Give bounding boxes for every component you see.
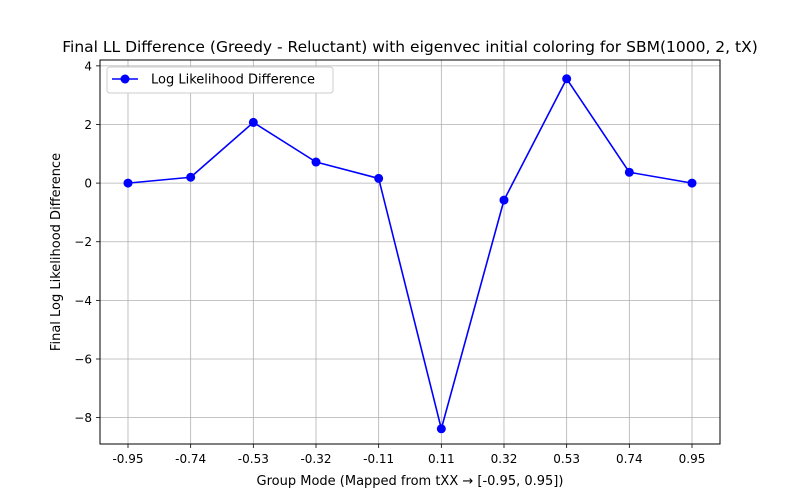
y-tick-label: −8 (74, 411, 92, 425)
data-point (186, 172, 196, 182)
series-line (127, 77, 693, 430)
y-tick-label: −4 (74, 294, 92, 308)
y-tick-label: 4 (84, 59, 92, 73)
x-tick-label: 0.11 (428, 452, 455, 466)
x-tick-label: 0.53 (553, 452, 580, 466)
y-tick-label: −2 (74, 235, 92, 249)
x-tick-label: -0.32 (300, 452, 331, 466)
x-axis-label: Group Mode (Mapped from tXX → [-0.95, 0.… (257, 474, 564, 489)
series-layer (123, 74, 697, 434)
data-point (436, 424, 446, 434)
y-tick-label: 0 (84, 177, 92, 191)
data-point (562, 74, 572, 84)
data-point (374, 173, 384, 183)
x-tick-label: 0.32 (491, 452, 518, 466)
data-point (499, 195, 509, 205)
data-point (687, 178, 697, 188)
data-point (624, 167, 634, 177)
legend: Log Likelihood Difference (106, 66, 334, 94)
x-tick-label: -0.74 (175, 452, 206, 466)
legend-marker-swatch (120, 74, 130, 84)
data-point (311, 157, 321, 167)
y-axis-label: Final Log Likelihood Difference (49, 153, 64, 351)
plot-area-frame (99, 59, 721, 445)
x-tick-label: 0.95 (679, 452, 706, 466)
y-tick-label: 2 (84, 118, 92, 132)
legend-label: Log Likelihood Difference (151, 73, 315, 88)
data-point (123, 178, 133, 188)
chart-title: Final LL Difference (Greedy - Reluctant)… (62, 38, 758, 56)
axis-ticks: -0.95 -0.74 -0.53 -0.32 -0.11 0.11 0.32 0.53 0.7… (74, 59, 705, 466)
x-tick-label: -0.11 (363, 452, 394, 466)
x-tick-label: -0.53 (238, 452, 269, 466)
x-tick-label: -0.95 (112, 452, 143, 466)
grid-lines (100, 60, 720, 444)
legend-box (106, 66, 334, 94)
x-tick-label: 0.74 (616, 452, 643, 466)
data-point (248, 117, 258, 127)
y-tick-label: −6 (74, 352, 92, 366)
